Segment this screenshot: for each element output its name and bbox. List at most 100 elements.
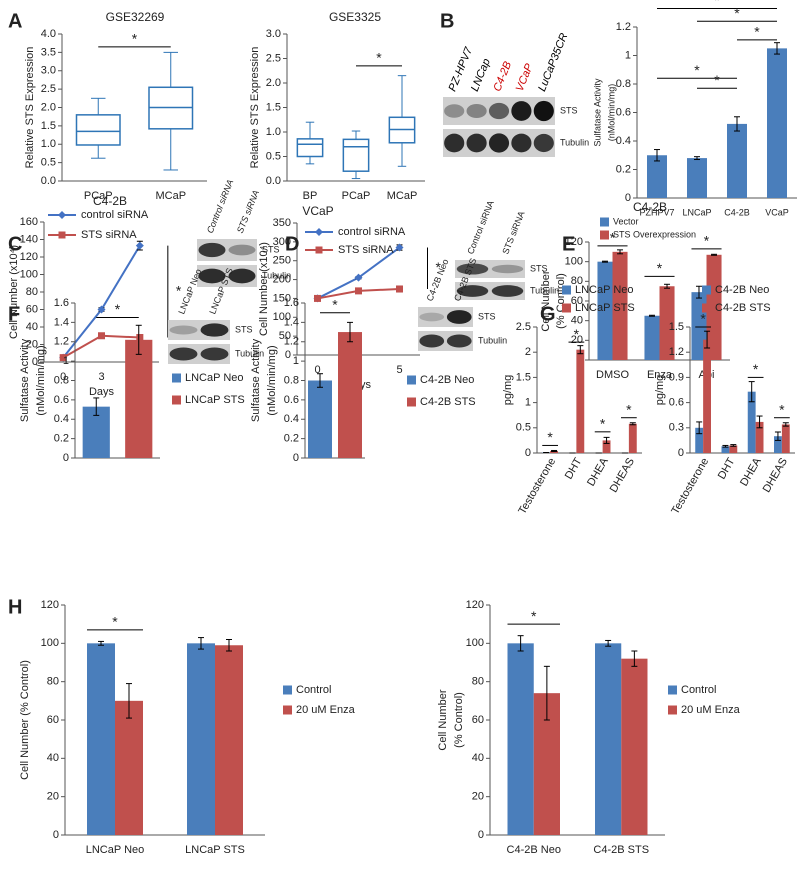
- x-axis-label: Days: [89, 386, 115, 398]
- marker: [136, 334, 144, 341]
- y-tick-label: 1.5: [669, 321, 684, 333]
- significance-label: *: [547, 429, 553, 445]
- y-tick-label: 60: [571, 295, 583, 307]
- legend-label: control siRNA: [338, 226, 406, 238]
- lane-label: LNCap: [469, 57, 493, 93]
- bar: [308, 380, 332, 458]
- y-tick-label: 1.2: [616, 21, 631, 33]
- bar: [687, 158, 707, 198]
- y-tick-label: 1: [63, 355, 69, 367]
- blot-band: [491, 264, 524, 274]
- y-tick-label: 200: [273, 273, 291, 285]
- significance-label: *: [176, 282, 182, 298]
- y-tick-label: 80: [472, 676, 484, 688]
- y-tick-label: 2.0: [266, 77, 281, 89]
- y-tick-label: 1.0: [266, 126, 281, 138]
- y-tick-label: 0: [32, 356, 38, 368]
- legend-swatch: [172, 373, 181, 383]
- bar: [729, 445, 738, 453]
- chart-title: GSE32269: [106, 10, 165, 24]
- y-tick-label: 0.4: [54, 413, 69, 425]
- y-tick-label: 0.8: [284, 374, 299, 386]
- y-tick-label: 0: [678, 447, 684, 459]
- y-tick-label: 0.2: [54, 433, 69, 445]
- y-axis-label: pg/mg: [502, 375, 514, 406]
- x-tick-label: VCaP: [765, 207, 789, 217]
- significance-label: *: [610, 230, 616, 246]
- bar: [215, 645, 243, 835]
- blot-band: [444, 133, 465, 153]
- panel-letter: C: [8, 233, 22, 255]
- band-label: STS: [560, 105, 578, 115]
- x-tick-label: DHT: [563, 456, 585, 482]
- significance-label: *: [657, 260, 663, 276]
- bar: [628, 423, 637, 453]
- blot-band: [456, 263, 489, 275]
- y-tick-label: 0.6: [284, 394, 299, 406]
- y-tick-label: 20: [26, 338, 38, 350]
- y-tick-label: 0.5: [41, 157, 56, 169]
- y-tick-label: 0.4: [616, 135, 631, 147]
- bar: [647, 155, 667, 198]
- bar: [187, 643, 215, 835]
- blot-band: [491, 285, 524, 297]
- marker: [315, 246, 323, 254]
- blot-band: [511, 101, 532, 121]
- bar: [595, 643, 622, 835]
- bar: [727, 123, 747, 198]
- legend-label: 20 uM Enza: [681, 704, 741, 716]
- panel-letter: D: [285, 233, 299, 255]
- y-tick-label: 1.5: [516, 371, 531, 383]
- y-axis-label: (nMol/min/mg): [35, 345, 47, 415]
- blot-band: [446, 334, 472, 348]
- y-tick-label: 0: [525, 447, 531, 459]
- y-axis-label: Sulfatase Activity: [19, 338, 31, 422]
- legend-swatch: [668, 705, 677, 715]
- y-tick-label: 160: [20, 216, 38, 228]
- legend-label: LNCaP Neo: [575, 284, 634, 296]
- marker: [355, 287, 362, 295]
- bar: [338, 332, 362, 458]
- significance-label: *: [332, 296, 338, 312]
- x-tick-label: C4-2B: [724, 207, 750, 217]
- bar: [747, 391, 756, 453]
- significance-label: *: [753, 361, 759, 377]
- legend-swatch: [562, 285, 571, 295]
- legend-swatch: [562, 303, 571, 313]
- significance-label: *: [714, 72, 720, 88]
- y-axis-label: Cell Number (% Control): [19, 660, 31, 780]
- y-tick-label: 2.0: [41, 101, 56, 113]
- blot-band: [169, 347, 198, 361]
- y-tick-label: 2.5: [41, 83, 56, 95]
- band-label: Tubulin: [530, 285, 559, 295]
- blot-band: [198, 268, 226, 284]
- band-label: Tubulin: [560, 137, 589, 147]
- y-tick-label: 0.0: [266, 175, 281, 187]
- legend-label: Control: [296, 684, 331, 696]
- blot-band: [198, 242, 226, 258]
- x-tick-label: DHEA: [585, 455, 611, 488]
- band-label: Tubulin: [262, 270, 291, 280]
- legend-swatch: [702, 303, 711, 313]
- y-tick-label: 1.2: [54, 336, 69, 348]
- significance-label: *: [376, 50, 382, 66]
- y-tick-label: 1.4: [284, 316, 299, 328]
- y-tick-label: 2: [525, 346, 531, 358]
- y-axis-label: Sulfatase Activity: [592, 78, 602, 147]
- y-tick-label: 0: [625, 192, 631, 204]
- y-tick-label: 80: [571, 275, 583, 287]
- legend-label: C4-2B Neo: [715, 284, 769, 296]
- y-tick-label: 0.5: [266, 150, 281, 162]
- x-tick-label: Testosterone: [669, 456, 711, 517]
- y-tick-label: 150: [273, 292, 291, 304]
- marker: [314, 294, 321, 302]
- legend-label: STS siRNA: [81, 229, 137, 241]
- y-tick-label: 40: [47, 752, 59, 764]
- x-tick-label: DHT: [716, 456, 738, 482]
- y-axis-label: Cell Number: [437, 689, 449, 750]
- significance-label: *: [754, 24, 760, 40]
- significance-label: *: [132, 31, 138, 47]
- y-tick-label: 0: [478, 829, 484, 841]
- significance-label: *: [115, 301, 121, 317]
- x-tick-label: Enza: [647, 369, 673, 381]
